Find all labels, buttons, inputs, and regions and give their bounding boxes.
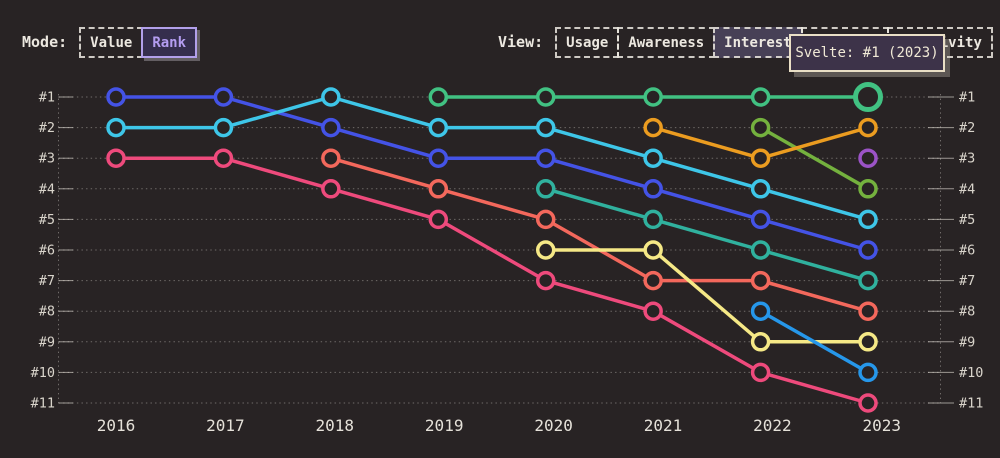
point-salmon-2023[interactable]	[858, 301, 878, 321]
x-axis-label-2019: 2019	[425, 416, 464, 435]
point-blue-2018[interactable]	[321, 117, 341, 138]
point-yellow-2023[interactable]	[858, 332, 878, 352]
x-axis-label-2017: 2017	[206, 416, 245, 435]
point-cyan-2018[interactable]	[321, 87, 341, 107]
point-salmon-2019[interactable]	[428, 179, 449, 199]
rank-label-left: #4	[39, 181, 55, 197]
point-pink-2017[interactable]	[213, 148, 234, 168]
series-line-cyan	[114, 95, 870, 222]
point-sky-blue-2023[interactable]	[858, 362, 878, 383]
point-teal-2021[interactable]	[643, 209, 663, 230]
rank-label-left: #9	[39, 334, 55, 350]
point-salmon-2021[interactable]	[643, 270, 663, 291]
mode-label: Mode:	[22, 33, 68, 51]
rank-label-left: #5	[39, 212, 55, 228]
x-axis-label-2021: 2021	[644, 416, 683, 435]
rank-label-left: #2	[39, 120, 55, 136]
point-teal-2023[interactable]	[858, 270, 878, 291]
rank-label-right: #6	[959, 243, 975, 259]
rank-label-right: #1	[959, 90, 975, 106]
rank-label-right: #11	[959, 396, 983, 412]
point-olive-green-2022[interactable]	[750, 117, 771, 138]
point-blue-2022[interactable]	[750, 209, 771, 230]
rank-label-right: #3	[959, 151, 975, 167]
point-blue-2023[interactable]	[858, 240, 878, 260]
rank-label-right: #9	[959, 334, 975, 350]
point-yellow-2020[interactable]	[535, 240, 556, 260]
point-teal-2020[interactable]	[535, 179, 556, 199]
point-blue-2019[interactable]	[428, 148, 449, 168]
point-orange-2021[interactable]	[643, 117, 663, 138]
point-purple-2023[interactable]	[858, 148, 878, 168]
point-svelte-green-2023[interactable]	[853, 82, 884, 112]
view-label: View:	[498, 33, 544, 51]
rank-label-left: #11	[31, 396, 55, 412]
x-axis-label-2020: 2020	[534, 416, 573, 435]
series-line-blue	[114, 95, 870, 252]
rank-label-left: #3	[39, 151, 55, 167]
rank-label-right: #8	[959, 304, 975, 320]
point-orange-2022[interactable]	[750, 148, 771, 168]
rank-label-right: #5	[959, 212, 975, 228]
point-cyan-2021[interactable]	[643, 148, 663, 168]
series-line-teal	[543, 187, 870, 283]
point-blue-2017[interactable]	[213, 87, 234, 107]
point-pink-2023[interactable]	[858, 393, 878, 413]
point-salmon-2020[interactable]	[535, 209, 556, 230]
tooltip: Svelte: #1 (2023)	[789, 34, 945, 72]
point-yellow-2022[interactable]	[750, 332, 771, 352]
series-line-pink	[114, 156, 870, 405]
point-cyan-2022[interactable]	[750, 179, 771, 199]
point-olive-green-2023[interactable]	[858, 179, 878, 199]
point-blue-2020[interactable]	[535, 148, 556, 168]
series-line-sky-blue	[758, 309, 870, 375]
tooltip-text: Svelte: #1 (2023)	[795, 45, 939, 61]
point-cyan-2020[interactable]	[535, 117, 556, 138]
x-axis-label-2016: 2016	[97, 416, 136, 435]
point-cyan-2023[interactable]	[858, 209, 878, 230]
rank-label-left: #7	[39, 273, 55, 289]
mode-button-group: Value Rank	[79, 27, 198, 58]
series-line-olive-green	[758, 125, 870, 191]
point-teal-2022[interactable]	[750, 240, 771, 260]
point-cyan-2017[interactable]	[213, 117, 234, 138]
point-blue-2016[interactable]	[106, 87, 126, 107]
point-sky-blue-2022[interactable]	[750, 301, 771, 321]
point-blue-2021[interactable]	[643, 179, 663, 199]
point-svelte-green-2021[interactable]	[643, 87, 663, 107]
rank-label-left: #10	[31, 365, 55, 381]
mode-option-rank[interactable]: Rank	[141, 27, 198, 58]
point-pink-2022[interactable]	[750, 362, 771, 383]
point-cyan-2019[interactable]	[428, 117, 449, 138]
point-pink-2020[interactable]	[535, 270, 556, 291]
point-salmon-2022[interactable]	[750, 270, 771, 291]
point-salmon-2018[interactable]	[321, 148, 341, 168]
rank-label-right: #10	[959, 365, 983, 381]
point-cyan-2016[interactable]	[106, 117, 126, 138]
point-pink-2021[interactable]	[643, 301, 663, 321]
point-svelte-green-2022[interactable]	[750, 87, 771, 107]
rank-label-left: #6	[39, 243, 55, 259]
series-line-salmon	[329, 156, 870, 313]
rank-label-left: #8	[39, 304, 55, 320]
rank-label-right: #2	[959, 120, 975, 136]
view-switcher: View: Usage Awareness Interest Positivit…	[498, 27, 993, 58]
point-yellow-2021[interactable]	[643, 240, 663, 260]
rank-label-left: #1	[39, 90, 55, 106]
rank-label-right: #4	[959, 181, 975, 197]
point-pink-2018[interactable]	[321, 179, 341, 199]
point-orange-2023[interactable]	[858, 117, 878, 138]
x-axis-label-2023: 2023	[863, 416, 902, 435]
point-svelte-green-2020[interactable]	[535, 87, 556, 107]
view-button-group: Usage Awareness Interest Positivity	[555, 27, 993, 58]
x-axis-label-2022: 2022	[753, 416, 792, 435]
x-axis-label-2018: 2018	[316, 416, 355, 435]
point-pink-2016[interactable]	[106, 148, 126, 168]
mode-switcher: Mode: Value Rank	[22, 27, 198, 58]
rank-label-right: #7	[959, 273, 975, 289]
point-svelte-green-2019[interactable]	[428, 87, 449, 107]
point-pink-2019[interactable]	[428, 209, 449, 230]
